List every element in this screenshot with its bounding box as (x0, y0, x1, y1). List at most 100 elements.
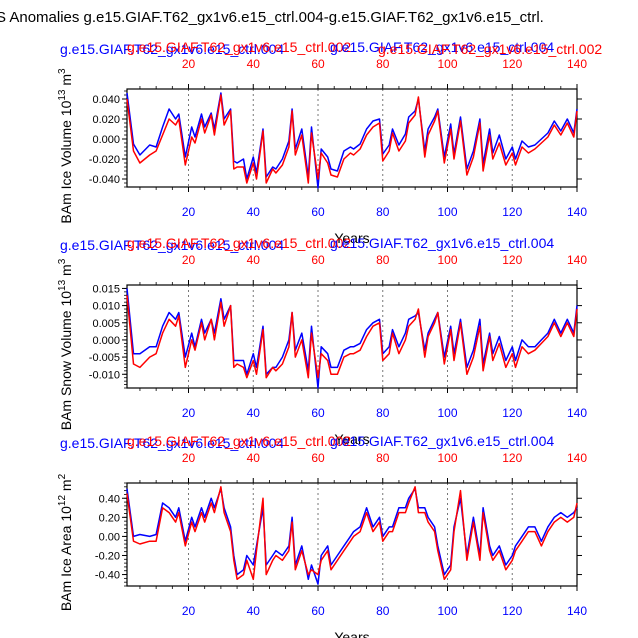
top-tick-label: 120 (502, 253, 522, 267)
panel-title-red: g.e15.GIAF.T62_gx1v6.e15_ctrl.002 (127, 39, 351, 55)
top-tick-label: 80 (376, 451, 390, 465)
y-label-exp: 12 (57, 495, 68, 507)
x-tick-label: 80 (376, 406, 390, 420)
x-tick-label: 60 (311, 205, 325, 219)
chart-panel-3: g.e15.GIAF.T62_gx1v6.e15_ctrl.004g.e15.G… (57, 433, 587, 638)
y-label-unit-exp: 2 (57, 473, 68, 479)
x-tick-label: 20 (182, 406, 196, 420)
panel-title-blue: g.e15.GIAF.T62_gx1v6.e15_ctrl.004 (60, 237, 284, 253)
top-tick-label: 100 (437, 451, 457, 465)
series-line-blue (126, 92, 578, 189)
y-tick-label: 0.000 (92, 335, 120, 347)
top-tick-label: 140 (567, 57, 587, 71)
y-tick-label: 0.000 (92, 134, 120, 146)
x-tick-label: 100 (437, 604, 457, 618)
panel-title-red-right: g.e15.GIAF.T62_gx1v6.e15_ctrl.002 (378, 41, 602, 57)
y-tick-label: 0.20 (99, 512, 120, 524)
y-tick-label: 0.040 (92, 94, 120, 106)
x-tick-label: 80 (376, 205, 390, 219)
y-tick-label: 0.005 (92, 318, 120, 330)
top-tick-label: 60 (311, 57, 325, 71)
x-tick-label: 20 (182, 604, 196, 618)
panel-title-blue-right: g.e15.GIAF.T62_gx1v6.e15_ctrl.004 (330, 235, 554, 251)
x-tick-label: 60 (311, 604, 325, 618)
top-tick-label: 120 (502, 451, 522, 465)
y-tick-label: 0.010 (92, 301, 120, 313)
x-tick-label: 120 (502, 205, 522, 219)
top-tick-label: 100 (437, 57, 457, 71)
y-label-exp: 13 (57, 279, 68, 291)
series-line-red (126, 486, 578, 581)
x-tick-label: 120 (502, 604, 522, 618)
y-tick-label: -0.005 (89, 352, 120, 364)
top-tick-label: 40 (247, 57, 261, 71)
y-tick-label: 0.40 (99, 493, 120, 505)
plot-frame (126, 88, 578, 188)
x-tick-label: 140 (567, 406, 587, 420)
y-axis-label: BAm Ice Volume 1013 m3 (57, 68, 74, 224)
panel-title-red: g.e15.GIAF.T62_gx1v6.e15_ctrl.002 (127, 235, 351, 251)
y-label-unit: m (58, 479, 74, 495)
y-label-unit: m (58, 74, 74, 90)
chart-panel-1: g.e15.GIAF.T62_gx1v6.e15_ctrl.004g.e15.G… (57, 39, 602, 246)
x-tick-label: 140 (567, 604, 587, 618)
y-label-unit: m (58, 264, 74, 280)
top-tick-label: 140 (567, 253, 587, 267)
series-line-red (126, 295, 578, 379)
panel-title-blue: g.e15.GIAF.T62_gx1v6.e15_ctrl.004 (60, 435, 284, 451)
x-axis-label: Years (334, 230, 369, 246)
top-tick-label: 40 (247, 253, 261, 267)
y-label-exp: 13 (57, 89, 68, 101)
series-line-blue (126, 487, 578, 585)
top-tick-label: 120 (502, 57, 522, 71)
y-tick-label: -0.010 (89, 369, 120, 381)
y-axis-label: BAm Snow Volume 1013 m3 (57, 258, 74, 430)
x-tick-label: 20 (182, 205, 196, 219)
x-tick-label: 80 (376, 604, 390, 618)
top-tick-label: 60 (311, 253, 325, 267)
x-tick-label: 140 (567, 205, 587, 219)
y-tick-label: 0.00 (99, 531, 120, 543)
x-tick-label: 120 (502, 406, 522, 420)
top-tick-label: 100 (437, 253, 457, 267)
y-tick-label: -0.020 (89, 154, 120, 166)
top-tick-label: 80 (376, 57, 390, 71)
x-tick-label: 40 (247, 604, 261, 618)
y-label-main: BAm Ice Area 10 (58, 506, 74, 611)
y-axis-label: BAm Ice Area 1012 m2 (57, 473, 74, 611)
top-tick-label: 20 (182, 253, 196, 267)
x-tick-label: 100 (437, 406, 457, 420)
x-tick-label: 60 (311, 406, 325, 420)
panel-title-red: g.e15.GIAF.T62_gx1v6.e15_ctrl.002 (127, 433, 351, 449)
y-tick-label: -0.040 (89, 174, 120, 186)
y-label-unit-exp: 3 (57, 68, 68, 74)
panel-title-blue: g.e15.GIAF.T62_gx1v6.e15_ctrl.004 (60, 41, 284, 57)
x-axis-label: Years (334, 629, 369, 638)
y-label-main: BAm Snow Volume 10 (58, 291, 74, 431)
y-tick-label: 0.020 (92, 114, 120, 126)
x-tick-label: 100 (437, 205, 457, 219)
top-tick-label: 20 (182, 451, 196, 465)
page-title: S Anomalies g.e15.GIAF.T62_gx1v6.e15_ctr… (0, 9, 544, 26)
y-tick-label: 0.015 (92, 283, 120, 295)
series-line-blue (126, 288, 578, 389)
plot-frame (126, 284, 578, 389)
series-line-red (126, 94, 578, 184)
x-axis-label: Years (334, 431, 369, 447)
y-tick-label: -0.20 (95, 550, 120, 562)
plot-frame (126, 482, 578, 587)
top-tick-label: 140 (567, 451, 587, 465)
top-tick-label: 60 (311, 451, 325, 465)
x-tick-label: 40 (247, 406, 261, 420)
panel-title-blue-right: g.e15.GIAF.T62_gx1v6.e15_ctrl.004 (330, 39, 554, 55)
top-tick-label: 40 (247, 451, 261, 465)
top-tick-label: 20 (182, 57, 196, 71)
top-tick-label: 80 (376, 253, 390, 267)
y-label-main: BAm Ice Volume 10 (58, 100, 74, 223)
x-tick-label: 40 (247, 205, 261, 219)
panel-title-blue-right: g.e15.GIAF.T62_gx1v6.e15_ctrl.004 (330, 433, 554, 449)
chart-panel-2: g.e15.GIAF.T62_gx1v6.e15_ctrl.004g.e15.G… (57, 235, 587, 447)
y-label-unit-exp: 3 (57, 258, 68, 264)
y-tick-label: -0.40 (95, 570, 120, 582)
